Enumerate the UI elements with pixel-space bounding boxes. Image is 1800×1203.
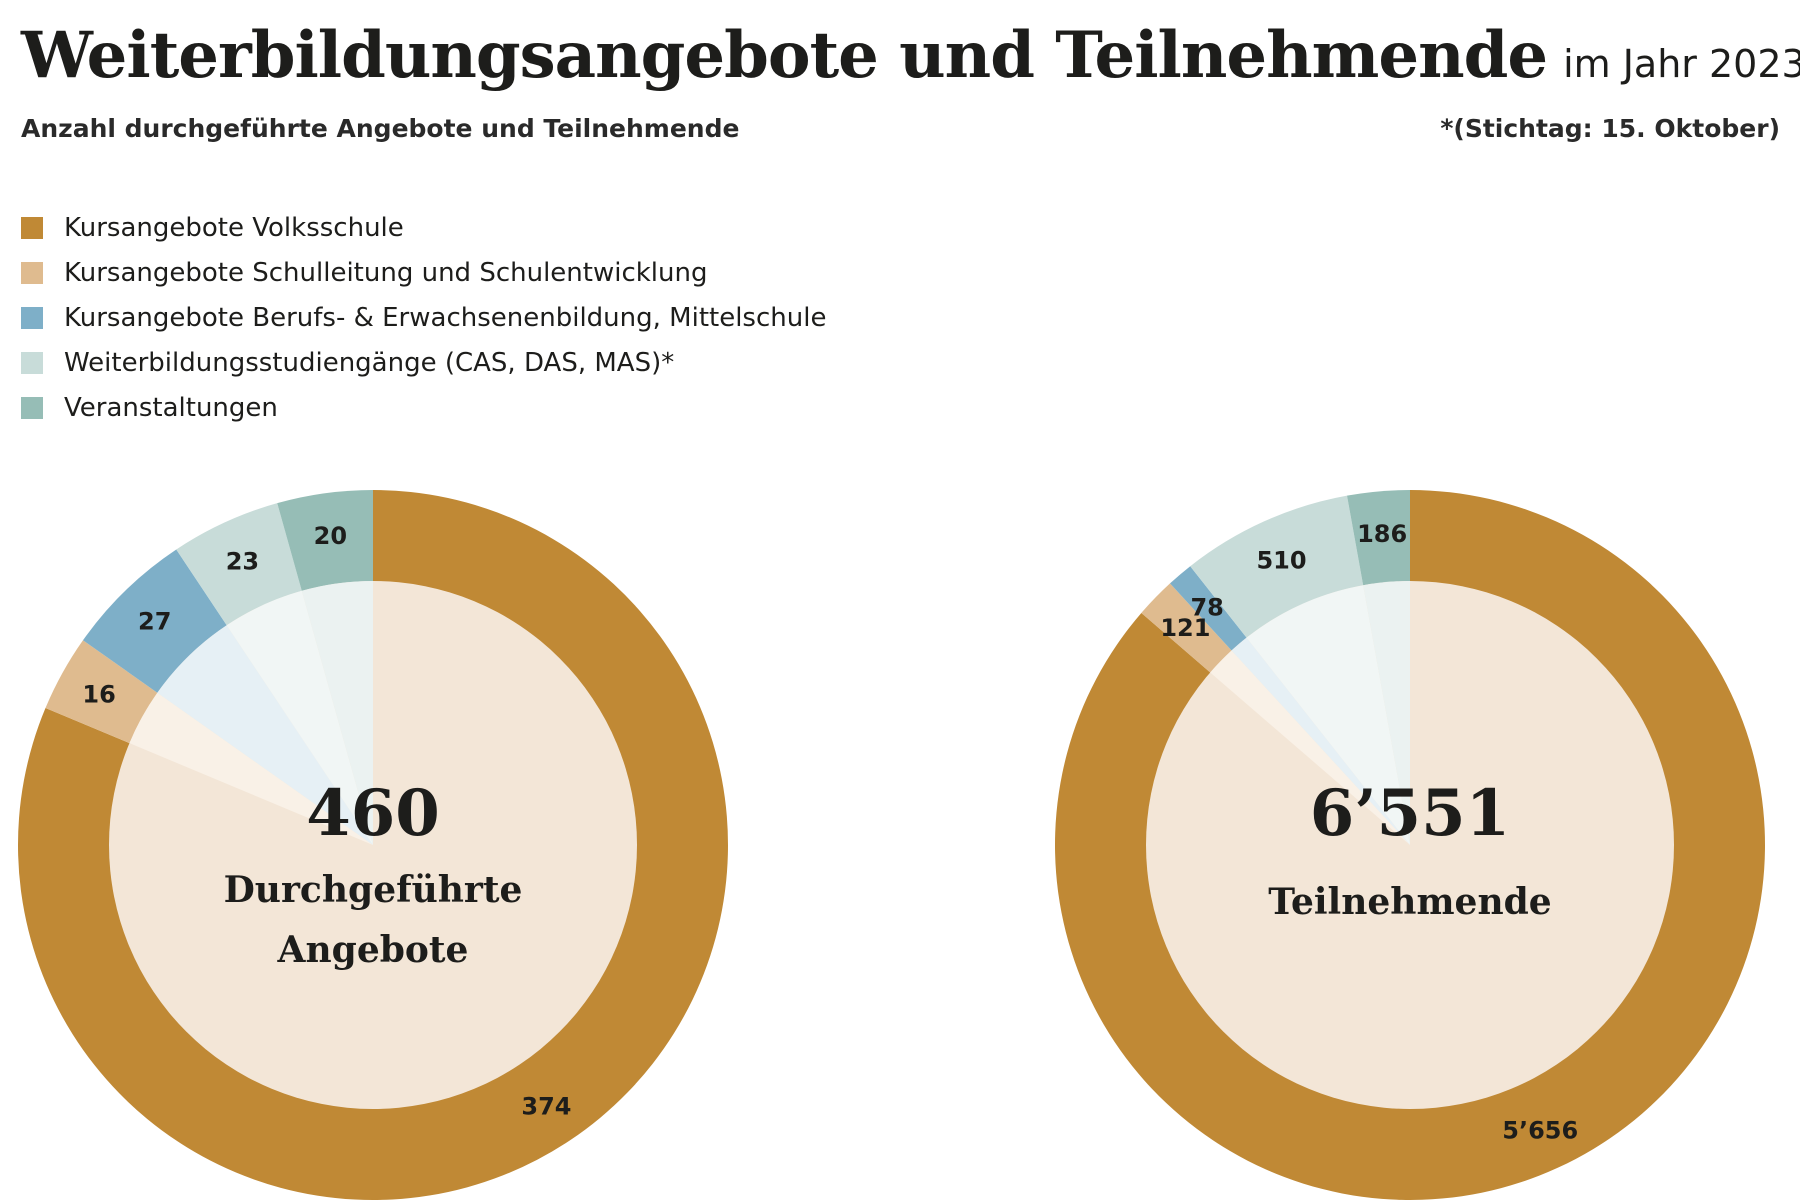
value-label-veranstaltungen: 20 (314, 522, 347, 550)
chart-title-suffix: im Jahr 2023 (1563, 42, 1800, 86)
value-label-volksschule: 374 (521, 1093, 571, 1121)
donut-inner-wedge-veranstaltungen (1363, 581, 1410, 845)
chart-subtitle: Anzahl durchgeführte Angebote und Teilne… (21, 114, 740, 143)
value-label-studiengaenge: 23 (226, 548, 259, 576)
donut-inner-wedge-veranstaltungen (301, 581, 373, 845)
value-label-berufsbildung: 78 (1190, 594, 1223, 622)
donut-inner-wedge-studiengaenge (226, 590, 373, 845)
donut-inner-wedge-berufsbildung (1231, 637, 1410, 845)
legend-swatch (21, 216, 43, 239)
legend-label: Veranstaltungen (64, 392, 278, 423)
total-value: 460 (306, 776, 440, 851)
value-label-veranstaltungen: 186 (1357, 520, 1407, 548)
center-caption: Teilnehmende (1268, 881, 1551, 923)
legend-item-veranstaltungen: Veranstaltungen (21, 385, 826, 430)
value-label-berufsbildung: 27 (138, 608, 171, 636)
legend-item-volksschule: Kursangebote Volksschule (21, 205, 826, 250)
legend: Kursangebote Volksschule Kursangebote Sc… (21, 205, 826, 430)
donut-inner-wedge-schulleitung (129, 692, 373, 845)
legend-label: Weiterbildungsstudiengänge (CAS, DAS, MA… (64, 347, 675, 378)
title-row: Weiterbildungsangebote und Teilnehmende i… (21, 18, 1800, 93)
total-value: 6’551 (1310, 776, 1510, 851)
legend-item-berufsbildung: Kursangebote Berufs- & Erwachsenenbildun… (21, 295, 826, 340)
legend-item-schulleitung: Kursangebote Schulleitung und Schulentwi… (21, 250, 826, 295)
value-label-volksschule: 5’656 (1502, 1117, 1578, 1145)
legend-label: Kursangebote Volksschule (64, 212, 404, 243)
value-label-studiengaenge: 510 (1256, 547, 1306, 575)
legend-swatch (21, 351, 43, 374)
legend-item-studiengaenge: Weiterbildungsstudiengänge (CAS, DAS, MA… (21, 340, 826, 385)
value-label-schulleitung: 121 (1160, 614, 1210, 642)
center-caption: Angebote (277, 929, 469, 971)
donut-chart-1: 374 16 27 23 20 460 Durchgeführte Angebote (17, 490, 728, 1200)
legend-label: Kursangebote Schulleitung und Schulentwi… (64, 257, 708, 288)
footnote: *(Stichtag: 15. Oktober) (1440, 114, 1780, 143)
center-caption: Durchgeführte (224, 869, 523, 911)
donut-inner-wedge-schulleitung (1210, 650, 1410, 845)
donut-inner-wedge-studiengaenge (1246, 585, 1410, 845)
donut-inner-wedge-berufsbildung (157, 625, 373, 845)
value-label-schulleitung: 16 (82, 680, 115, 708)
legend-swatch (21, 261, 43, 284)
legend-label: Kursangebote Berufs- & Erwachsenenbildun… (64, 302, 827, 333)
legend-swatch (21, 396, 43, 419)
chart-title: Weiterbildungsangebote und Teilnehmende (21, 18, 1548, 93)
legend-swatch (21, 306, 43, 329)
